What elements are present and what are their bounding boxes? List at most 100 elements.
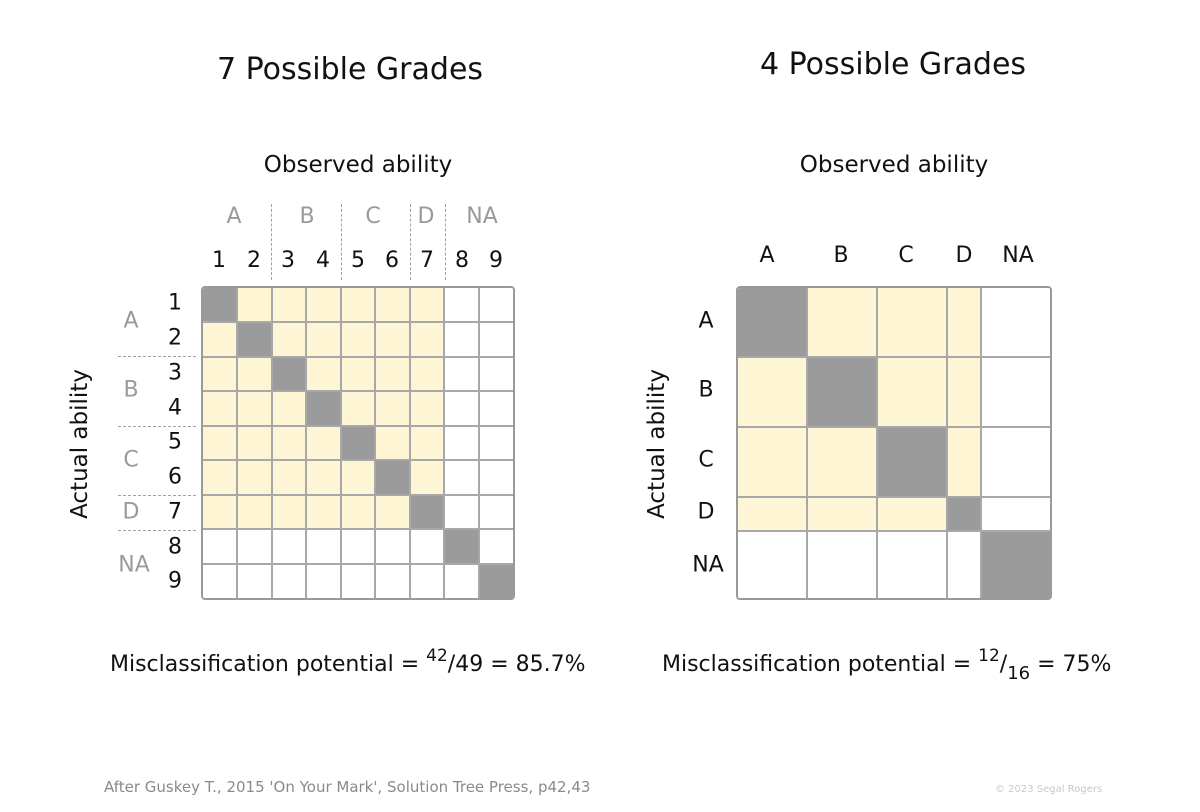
matrix-cell (947, 427, 981, 497)
matrix-cell (947, 288, 981, 357)
matrix-cell (203, 529, 237, 564)
matrix-cell (341, 322, 375, 357)
right-x-axis-title: Observed ability (799, 152, 989, 178)
grid-line (409, 288, 411, 598)
grid-line (203, 528, 513, 530)
right-col-grade-b: B (833, 243, 849, 268)
matrix-cell (981, 288, 1050, 357)
matrix-cell (272, 529, 306, 564)
left-col-group-a: A (226, 204, 242, 229)
matrix-cell (203, 288, 237, 322)
left-col-group-c: C (365, 204, 381, 229)
matrix-cell (306, 564, 341, 598)
matrix-cell (444, 426, 479, 460)
grid-line (443, 288, 445, 598)
matrix-cell (807, 531, 877, 598)
matrix-cell (410, 391, 444, 426)
left-misclassification-formula: Misclassification potential = 42/49 = 85… (110, 645, 586, 677)
matrix-cell (877, 357, 947, 427)
left-row-level-6: 6 (168, 464, 182, 490)
matrix-cell (410, 495, 444, 529)
matrix-cell (479, 288, 513, 322)
left-col-separator (271, 204, 272, 280)
matrix-cell (306, 391, 341, 426)
right-col-grade-c: C (898, 243, 914, 268)
left-formula-prefix: Misclassification potential = (110, 652, 420, 677)
matrix-cell (306, 426, 341, 460)
grid-line (203, 563, 513, 565)
matrix-cell (444, 288, 479, 322)
matrix-cell (341, 460, 375, 495)
matrix-cell (203, 426, 237, 460)
matrix-cell (947, 357, 981, 427)
matrix-cell (410, 288, 444, 322)
left-col-separator (410, 204, 411, 280)
grid-line (236, 288, 238, 598)
matrix-cell (375, 322, 410, 357)
matrix-cell (341, 357, 375, 391)
matrix-cell (237, 564, 272, 598)
matrix-cell (444, 391, 479, 426)
left-col-level-8: 8 (455, 248, 469, 273)
matrix-cell (981, 427, 1050, 497)
left-col-level-5: 5 (351, 248, 365, 273)
matrix-cell (444, 564, 479, 598)
left-x-axis-title: Observed ability (263, 152, 453, 178)
matrix-cell (375, 391, 410, 426)
grid-line (203, 494, 513, 496)
matrix-cell (203, 357, 237, 391)
left-formula-result: = 85.7% (490, 652, 586, 677)
matrix-cell (272, 288, 306, 322)
left-row-group-b: B (123, 377, 139, 403)
matrix-cell (807, 427, 877, 497)
left-row-separator (118, 426, 196, 427)
matrix-cell (738, 531, 807, 598)
left-row-separator (118, 530, 196, 531)
matrix-cell (237, 357, 272, 391)
matrix-cell (444, 322, 479, 357)
left-formula-denominator: 49 (455, 652, 484, 677)
matrix-cell (306, 288, 341, 322)
left-col-level-7: 7 (420, 248, 434, 273)
matrix-cell (479, 564, 513, 598)
matrix-cell (807, 357, 877, 427)
right-col-grade-a: A (759, 243, 775, 268)
right-col-grade-d: D (955, 243, 973, 268)
left-col-level-9: 9 (489, 248, 503, 273)
matrix-cell (738, 427, 807, 497)
matrix-cell (738, 357, 807, 427)
right-row-grade-b: B (698, 377, 714, 403)
matrix-cell (272, 357, 306, 391)
left-y-axis-title: Actual ability (67, 369, 93, 519)
left-col-level-6: 6 (385, 248, 399, 273)
matrix-cell (444, 495, 479, 529)
matrix-cell (947, 497, 981, 531)
matrix-cell (306, 322, 341, 357)
matrix-cell (479, 426, 513, 460)
left-row-level-7: 7 (168, 499, 182, 525)
right-y-axis-title: Actual ability (644, 369, 670, 519)
grid-line (203, 356, 513, 358)
matrix-cell (203, 564, 237, 598)
matrix-cell (410, 322, 444, 357)
left-formula-numerator: 42 (426, 645, 448, 666)
matrix-cell (272, 564, 306, 598)
citation-footer: After Guskey T., 2015 'On Your Mark', So… (104, 778, 591, 796)
matrix-cell (981, 531, 1050, 598)
matrix-cell (981, 497, 1050, 531)
left-row-group-a: A (123, 308, 139, 334)
matrix-cell (947, 531, 981, 598)
matrix-cell (341, 495, 375, 529)
left-row-level-3: 3 (168, 360, 182, 386)
matrix-cell (444, 529, 479, 564)
matrix-cell (375, 288, 410, 322)
left-col-group-b: B (299, 204, 315, 229)
left-row-level-2: 2 (168, 325, 182, 351)
matrix-cell (341, 391, 375, 426)
matrix-cell (479, 391, 513, 426)
matrix-cell (738, 497, 807, 531)
matrix-cell (306, 529, 341, 564)
matrix-cell (410, 529, 444, 564)
left-row-separator (118, 356, 196, 357)
left-col-separator (341, 204, 342, 280)
